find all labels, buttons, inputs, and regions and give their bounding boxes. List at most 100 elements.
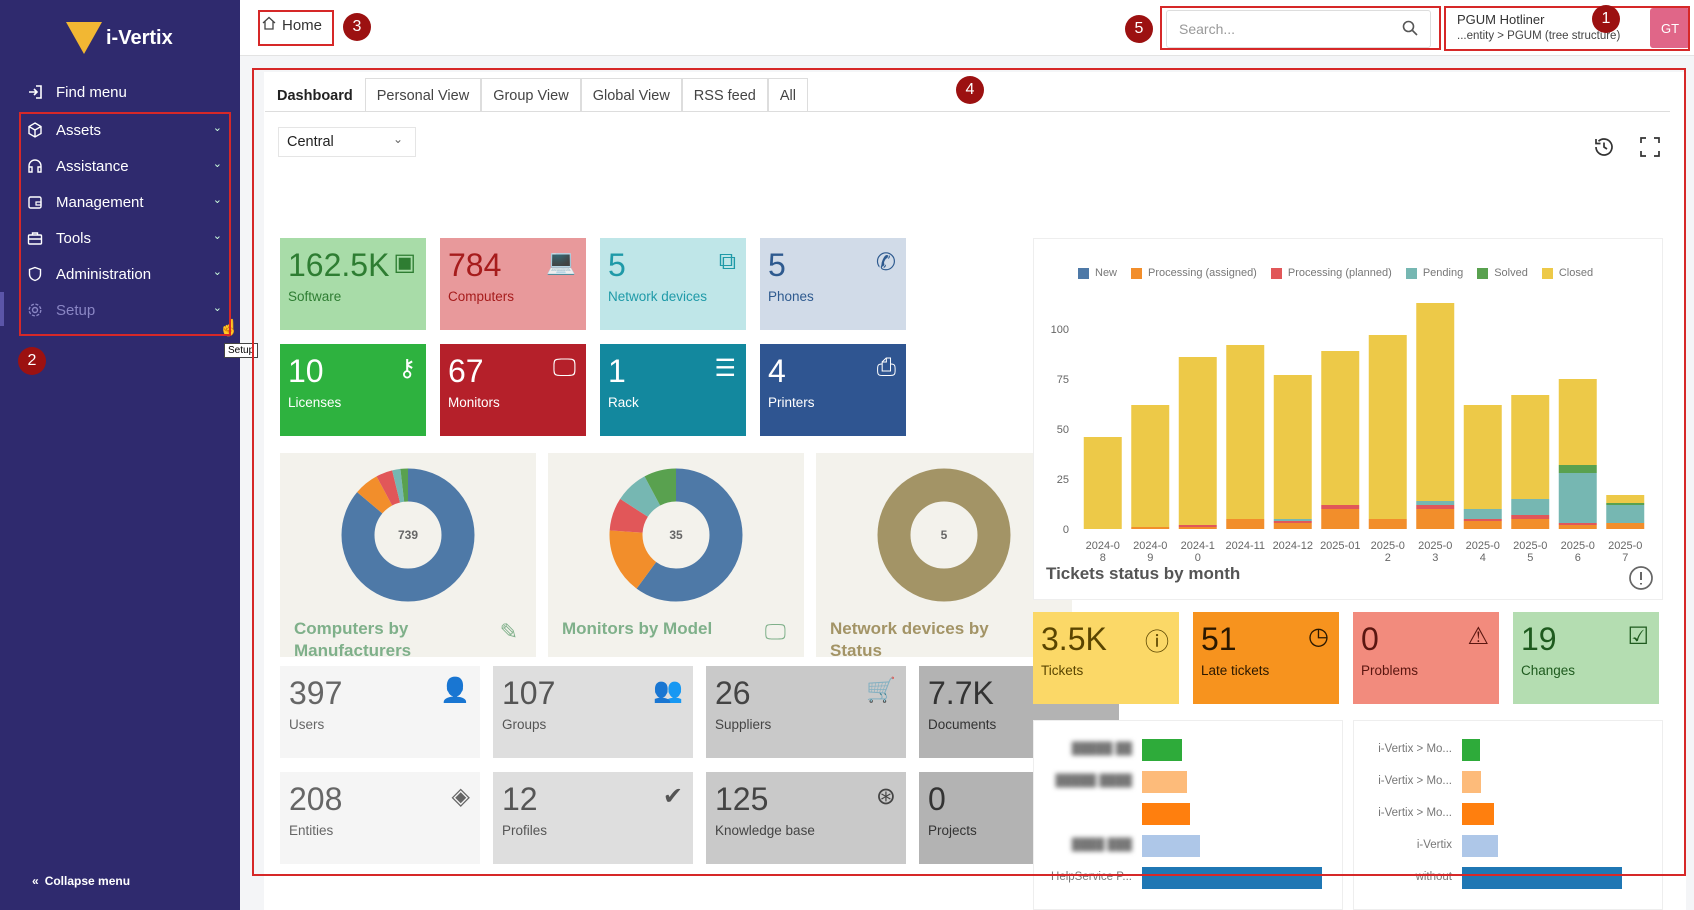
hbar[interactable]: [1462, 739, 1480, 761]
knowledge-base-card[interactable]: 125 Knowledge base ⊛: [706, 772, 906, 864]
tickets-card[interactable]: 3.5K Tickets ⓘ: [1033, 612, 1179, 704]
sidebar-item-administration[interactable]: Administration ⌄: [26, 256, 222, 292]
logo[interactable]: i-Vertix: [66, 22, 173, 54]
fullscreen-icon[interactable]: [1639, 136, 1661, 164]
bar-segment[interactable]: [1368, 335, 1407, 519]
bar-segment[interactable]: [1226, 519, 1265, 529]
tab-personal-view[interactable]: Personal View: [364, 78, 482, 111]
bar-segment[interactable]: [1226, 345, 1265, 519]
bar-segment[interactable]: [1273, 523, 1312, 529]
bar-segment[interactable]: [1558, 379, 1597, 465]
legend-item[interactable]: Processing (planned): [1270, 267, 1392, 279]
legend-item[interactable]: Solved: [1477, 267, 1528, 279]
tab-global-view[interactable]: Global View: [580, 78, 682, 111]
legend-item[interactable]: Processing (assigned): [1131, 267, 1257, 279]
bar-segment[interactable]: [1463, 405, 1502, 509]
entities-card[interactable]: 208 Entities ◈: [280, 772, 480, 864]
hbar[interactable]: [1142, 771, 1187, 793]
bar-segment[interactable]: [1178, 357, 1217, 525]
sidebar-item-tools[interactable]: Tools ⌄: [26, 220, 222, 256]
bar-segment[interactable]: [1558, 523, 1597, 525]
bar-segment[interactable]: [1511, 499, 1550, 515]
bar-segment[interactable]: [1558, 525, 1597, 529]
bar-segment[interactable]: [1273, 375, 1312, 519]
bar-segment[interactable]: [1178, 525, 1217, 527]
monitors-card[interactable]: 67 Monitors 🖵: [440, 344, 586, 436]
bar-segment[interactable]: [1416, 509, 1455, 529]
computers-card[interactable]: 784 Computers 💻: [440, 238, 586, 330]
bar-segment[interactable]: [1463, 519, 1502, 521]
bar-segment[interactable]: [1416, 303, 1455, 501]
bar-segment[interactable]: [1606, 505, 1645, 523]
bar-segment[interactable]: [1606, 503, 1645, 505]
user-menu[interactable]: PGUM Hotliner ...entity > PGUM (tree str…: [1457, 12, 1620, 42]
bar-segment[interactable]: [1321, 505, 1360, 509]
rack-card[interactable]: 1 Rack ☰: [600, 344, 746, 436]
printers-card[interactable]: 4 Printers ⎙: [760, 344, 906, 436]
search-input[interactable]: Search...: [1166, 10, 1431, 48]
donut-slice[interactable]: [609, 468, 743, 602]
bar-segment[interactable]: [1273, 521, 1312, 523]
donut-slice[interactable]: [609, 468, 743, 602]
network-devices-card[interactable]: 5 Network devices ⧉: [600, 238, 746, 330]
tab-group-view[interactable]: Group View: [481, 78, 581, 111]
bar-segment[interactable]: [1558, 465, 1597, 473]
licenses-card[interactable]: 10 Licenses ⚷: [280, 344, 426, 436]
hbar[interactable]: [1462, 803, 1494, 825]
phones-card[interactable]: 5 Phones ✆: [760, 238, 906, 330]
history-icon[interactable]: [1593, 136, 1615, 164]
bar-segment[interactable]: [1511, 519, 1550, 529]
sidebar-item-assistance[interactable]: Assistance ⌄: [26, 148, 222, 184]
groups-card[interactable]: 107 Groups 👥: [493, 666, 693, 758]
tab-dashboard[interactable]: Dashboard: [265, 78, 365, 111]
hbar[interactable]: [1142, 803, 1190, 825]
donut-slice[interactable]: [341, 468, 475, 602]
bar-segment[interactable]: [1463, 521, 1502, 529]
tab-rss-feed[interactable]: RSS feed: [681, 78, 768, 111]
hbar[interactable]: [1462, 771, 1481, 793]
users-card[interactable]: 397 Users 👤: [280, 666, 480, 758]
pie-card[interactable]: 35 Monitors by Model 🖵: [548, 453, 804, 657]
donut-slice[interactable]: [877, 468, 1011, 602]
bar-segment[interactable]: [1368, 519, 1407, 529]
bar-segment[interactable]: [1131, 527, 1170, 529]
tab-all[interactable]: All: [767, 78, 808, 111]
bar-segment[interactable]: [1463, 509, 1502, 519]
avatar[interactable]: GT: [1650, 8, 1690, 48]
breadcrumb[interactable]: Home: [262, 16, 322, 34]
hbar[interactable]: [1462, 835, 1498, 857]
bar-segment[interactable]: [1606, 523, 1645, 529]
late-tickets-card[interactable]: 51 Late tickets ◷: [1193, 612, 1339, 704]
hbar[interactable]: [1142, 867, 1322, 889]
suppliers-card[interactable]: 26 Suppliers 🛒: [706, 666, 906, 758]
hbar[interactable]: [1462, 867, 1622, 889]
changes-card[interactable]: 19 Changes ☑: [1513, 612, 1659, 704]
software-card[interactable]: 162.5K Software ▣: [280, 238, 426, 330]
hbar[interactable]: [1142, 835, 1200, 857]
legend-item[interactable]: Closed: [1541, 267, 1593, 279]
bar-segment[interactable]: [1416, 501, 1455, 505]
bar-segment[interactable]: [1083, 437, 1122, 529]
hbar[interactable]: [1142, 739, 1182, 761]
collapse-menu-button[interactable]: « Collapse menu: [32, 874, 130, 888]
find-menu[interactable]: Find menu: [26, 74, 222, 110]
sidebar-item-setup[interactable]: Setup ⌄: [26, 292, 222, 328]
search-icon[interactable]: [1402, 20, 1418, 41]
sidebar-item-assets[interactable]: Assets ⌄: [26, 112, 222, 148]
legend-item[interactable]: Pending: [1405, 267, 1463, 279]
profiles-card[interactable]: 12 Profiles ✔: [493, 772, 693, 864]
info-icon[interactable]: [1628, 565, 1654, 596]
bar-segment[interactable]: [1416, 505, 1455, 509]
bar-segment[interactable]: [1321, 509, 1360, 529]
bar-segment[interactable]: [1558, 473, 1597, 523]
bar-segment[interactable]: [1511, 395, 1550, 499]
bar-segment[interactable]: [1606, 495, 1645, 503]
legend-item[interactable]: New: [1078, 267, 1117, 279]
pie-card[interactable]: 739 Computers by Manufacturers ✎: [280, 453, 536, 658]
bar-segment[interactable]: [1178, 527, 1217, 529]
problems-card[interactable]: 0 Problems ⚠: [1353, 612, 1499, 704]
bar-segment[interactable]: [1321, 351, 1360, 505]
sidebar-item-management[interactable]: Management ⌄: [26, 184, 222, 220]
dashboard-select[interactable]: Central ⌄: [278, 127, 416, 157]
